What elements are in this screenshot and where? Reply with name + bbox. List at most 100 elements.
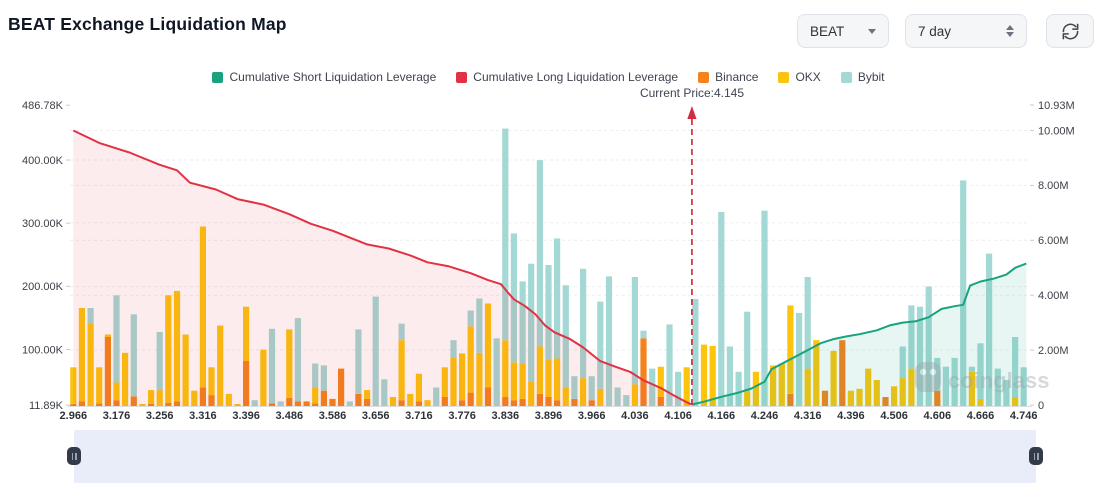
symbol-select[interactable]: BEAT — [797, 14, 889, 48]
right-axis-label: 8.00M — [1038, 180, 1069, 192]
range-slider[interactable] — [67, 430, 1043, 483]
bar-okx — [234, 404, 241, 407]
bar-binance — [398, 400, 405, 407]
bar-okx — [528, 381, 535, 407]
x-axis-label: 3.586 — [319, 410, 347, 422]
bar-bybit — [735, 371, 742, 407]
bar-bybit — [268, 328, 276, 404]
bar-binance — [657, 397, 664, 407]
bar-bybit — [398, 323, 405, 341]
bar-okx — [104, 334, 111, 337]
bar-okx — [856, 388, 863, 407]
left-axis-label: 400.00K — [22, 155, 64, 167]
bar-binance — [130, 396, 137, 407]
bar-bybit — [346, 401, 353, 407]
legend-swatch — [456, 71, 468, 83]
bar-bybit — [968, 366, 975, 372]
bar-okx — [225, 393, 232, 407]
bar-bybit — [666, 324, 673, 407]
bar-okx — [191, 390, 198, 407]
bar-okx — [865, 368, 872, 407]
bar-okx — [1012, 397, 1019, 407]
legend-swatch — [778, 71, 790, 83]
x-axis-label: 3.176 — [103, 410, 131, 422]
chevron-down-icon — [868, 28, 876, 34]
bar-bybit — [640, 330, 647, 339]
bar-okx — [597, 388, 604, 407]
svg-text:coinglass: coinglass — [948, 368, 1049, 393]
cumulative-long-line — [72, 129, 693, 406]
bar-okx — [977, 398, 984, 407]
bar-okx — [752, 371, 759, 407]
bar-bybit — [156, 332, 163, 391]
bar-binance — [519, 398, 526, 407]
current-price-label: Current Price:4.145 — [639, 86, 745, 100]
bar-okx — [484, 303, 492, 388]
bar-binance — [104, 337, 111, 407]
bar-binance — [243, 361, 250, 407]
legend-item-cumulative-short-liquidation-leverage[interactable]: Cumulative Short Liquidation Leverage — [212, 70, 436, 84]
page-title: BEAT Exchange Liquidation Map — [8, 14, 287, 34]
bar-okx — [312, 387, 319, 404]
legend-item-bybit[interactable]: Bybit — [840, 70, 885, 84]
bar-bybit — [726, 346, 733, 407]
bar-bybit — [476, 298, 483, 353]
slider-handle-right[interactable] — [1029, 447, 1043, 465]
bar-okx — [813, 340, 820, 407]
legend-item-okx[interactable]: OKX — [778, 70, 821, 84]
bar-okx — [165, 295, 172, 403]
x-axis-label: 4.316 — [794, 410, 822, 422]
bar-bybit — [692, 299, 699, 407]
bar-okx — [519, 363, 526, 399]
cumulative-short-line — [691, 262, 1027, 406]
right-axis-label: 10.93M — [1038, 100, 1075, 112]
bar-okx — [441, 367, 448, 397]
bar-okx — [467, 326, 474, 393]
bar-bybit — [493, 338, 500, 407]
bar-okx — [407, 393, 414, 407]
refresh-icon — [1062, 23, 1078, 39]
bar-okx — [70, 367, 77, 404]
legend-item-binance[interactable]: Binance — [698, 70, 758, 84]
bar-okx — [139, 404, 146, 407]
x-axis-label: 4.666 — [967, 410, 995, 422]
bar-bybit — [381, 379, 388, 407]
bar-okx — [459, 353, 466, 401]
legend: Cumulative Short Liquidation Leverage Cum… — [0, 70, 1097, 84]
bar-okx — [899, 378, 906, 407]
bar-okx — [122, 352, 129, 407]
bar-okx — [683, 367, 690, 407]
legend-label: Cumulative Short Liquidation Leverage — [229, 70, 437, 84]
period-select[interactable]: 7 day — [905, 14, 1027, 48]
bar-binance — [545, 397, 552, 407]
left-axis-label: 300.00K — [22, 218, 64, 230]
right-axis-label: 10.00M — [1038, 125, 1075, 137]
bar-bybit — [467, 310, 474, 327]
bar-bybit — [312, 363, 319, 388]
bar-okx — [243, 306, 250, 361]
bar-binance — [96, 403, 103, 407]
legend-item-cumulative-long-liquidation-leverage[interactable]: Cumulative Long Liquidation Leverage — [456, 70, 678, 84]
bar-okx — [450, 357, 457, 407]
coinglass-watermark: coinglass — [915, 362, 1049, 393]
slider-handle-left[interactable] — [67, 447, 81, 465]
right-axis-label: 4.00M — [1038, 290, 1069, 302]
x-axis-label: 4.606 — [924, 410, 952, 422]
bar-bybit — [925, 286, 932, 407]
bar-binance — [821, 390, 829, 407]
bar-binance — [415, 401, 422, 407]
refresh-button[interactable] — [1046, 14, 1094, 48]
bar-okx — [476, 352, 483, 407]
bar-binance — [312, 403, 319, 407]
bar-bybit — [744, 311, 751, 391]
bar-binance — [502, 397, 509, 407]
x-axis-label: 3.776 — [448, 410, 476, 422]
bar-binance — [199, 387, 206, 407]
left-axis-label: 100.00K — [22, 344, 64, 356]
bar-okx — [545, 359, 552, 397]
bar-bybit — [977, 343, 984, 399]
bar-okx — [908, 368, 915, 407]
bar-binance — [70, 404, 77, 407]
